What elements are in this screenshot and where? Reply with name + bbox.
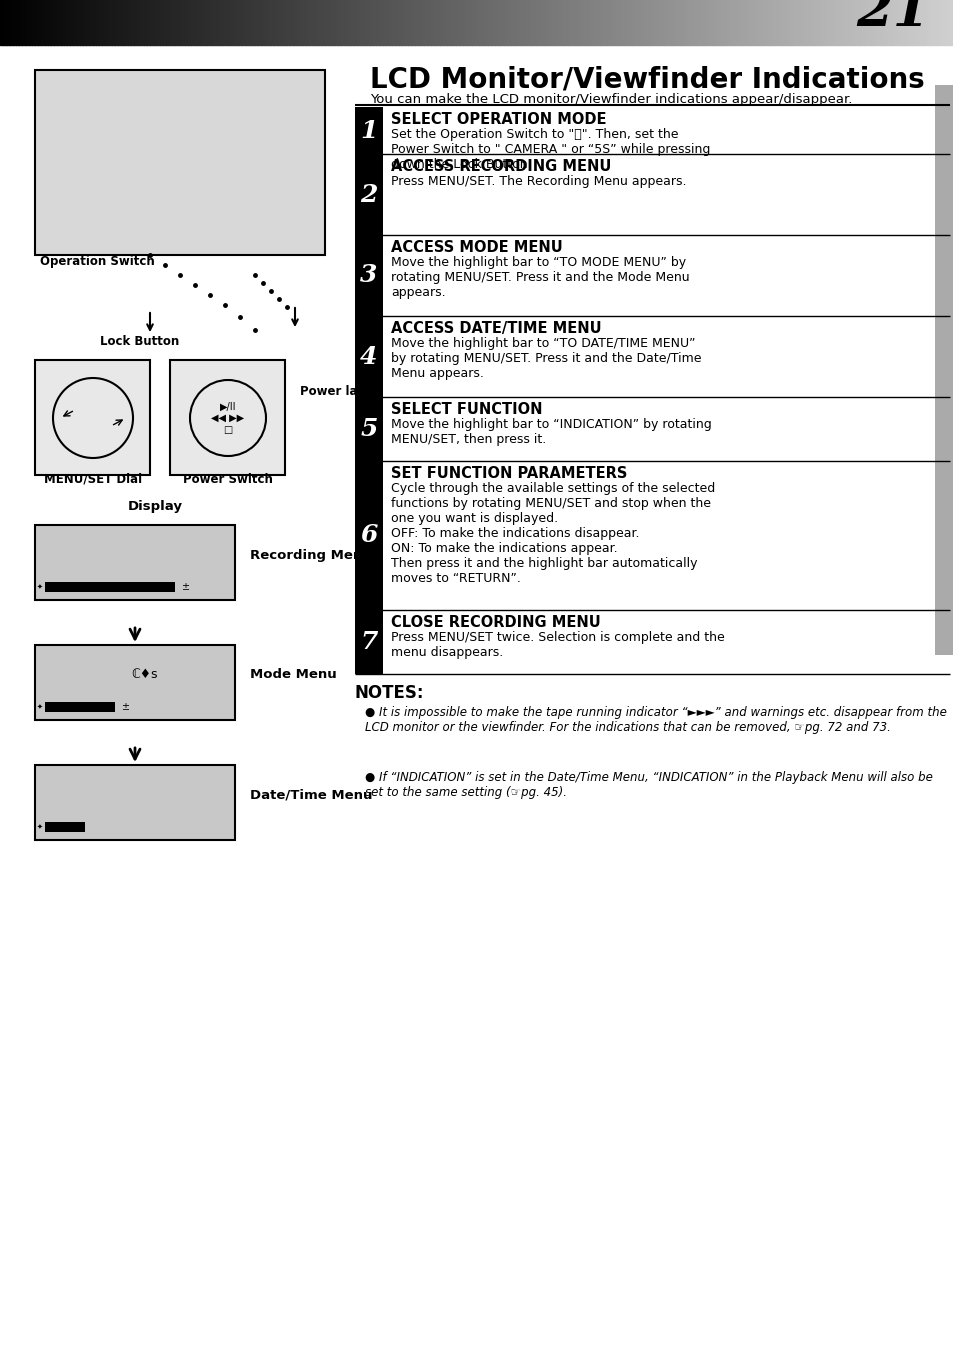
Text: ACCESS DATE/TIME MENU: ACCESS DATE/TIME MENU [391,321,601,336]
Text: ACCESS RECORDING MENU: ACCESS RECORDING MENU [391,159,611,173]
Text: CLOSE RECORDING MENU: CLOSE RECORDING MENU [391,615,600,630]
Bar [934,85,953,654]
Text: ACCESS MODE MENU: ACCESS MODE MENU [391,240,562,255]
Bar [355,154,382,234]
Text: 7: 7 [360,630,377,654]
Text: Cycle through the available settings of the selected
functions by rotating MENU/: Cycle through the available settings of … [391,482,715,585]
Text: SELECT OPERATION MODE: SELECT OPERATION MODE [391,112,606,127]
Text: Power lamp: Power lamp [299,385,377,398]
Text: ±: ± [181,583,189,592]
Text: Move the highlight bar to “TO MODE MENU” by
rotating MENU/SET. Press it and the : Move the highlight bar to “TO MODE MENU”… [391,256,689,299]
Bar [45,702,115,711]
Text: Move the highlight bar to “INDICATION” by rotating
MENU/SET, then press it.: Move the highlight bar to “INDICATION” b… [391,417,711,446]
Bar [35,70,325,255]
Bar [45,583,174,592]
Text: SELECT FUNCTION: SELECT FUNCTION [391,402,542,417]
Bar [35,766,234,840]
Text: 3: 3 [360,263,377,287]
Text: ±: ± [121,702,129,711]
Text: You can make the LCD monitor/Viewfinder indications appear/disappear.: You can make the LCD monitor/Viewfinder … [370,93,851,106]
Text: 5: 5 [360,417,377,440]
Text: 1: 1 [360,118,377,142]
Text: LCD Monitor/Viewfinder Indications: LCD Monitor/Viewfinder Indications [370,65,923,93]
Text: Operation Switch: Operation Switch [40,255,154,268]
Text: Mode Menu: Mode Menu [250,668,336,682]
Bar [355,234,382,316]
Text: NOTES:: NOTES: [355,684,424,702]
Text: MENU/SET Dial: MENU/SET Dial [44,473,142,486]
Bar [35,360,150,476]
Text: 21: 21 [856,0,929,37]
Text: SET FUNCTION PARAMETERS: SET FUNCTION PARAMETERS [391,466,627,481]
Bar [35,645,234,720]
Text: Lock Button: Lock Button [100,335,179,348]
Text: ✦: ✦ [37,705,43,710]
Bar [170,360,285,476]
Text: 6: 6 [360,523,377,547]
Bar [45,822,85,832]
Bar [355,316,382,397]
Bar [355,461,382,610]
Text: ▶/II
◀◀ ▶▶
□: ▶/II ◀◀ ▶▶ □ [212,401,244,435]
Text: ✦: ✦ [37,824,43,831]
Text: Move the highlight bar to “TO DATE/TIME MENU”
by rotating MENU/SET. Press it and: Move the highlight bar to “TO DATE/TIME … [391,337,700,379]
Text: ● If “INDICATION” is set in the Date/Time Menu, “INDICATION” in the Playback Men: ● If “INDICATION” is set in the Date/Tim… [365,771,932,799]
Text: ℂ♦s: ℂ♦s [132,668,158,682]
Bar [355,397,382,461]
Text: 2: 2 [360,183,377,206]
Text: Press MENU/SET. The Recording Menu appears.: Press MENU/SET. The Recording Menu appea… [391,175,686,188]
Text: Power Switch: Power Switch [183,473,273,486]
Text: Date/Time Menu: Date/Time Menu [250,789,372,802]
Text: ● It is impossible to make the tape running indicator “►►►” and warnings etc. di: ● It is impossible to make the tape runn… [365,706,946,734]
Bar [355,610,382,673]
Bar [355,107,382,154]
Text: 4: 4 [360,344,377,369]
Text: Recording Menu: Recording Menu [250,549,372,561]
Text: ✦: ✦ [37,584,43,589]
Text: Set the Operation Switch to "ⓜ". Then, set the
Power Switch to " CAMERA " or “5S: Set the Operation Switch to "ⓜ". Then, s… [391,127,710,171]
Text: Display: Display [128,500,182,514]
Text: Press MENU/SET twice. Selection is complete and the
menu disappears.: Press MENU/SET twice. Selection is compl… [391,631,724,659]
Bar [35,524,234,600]
